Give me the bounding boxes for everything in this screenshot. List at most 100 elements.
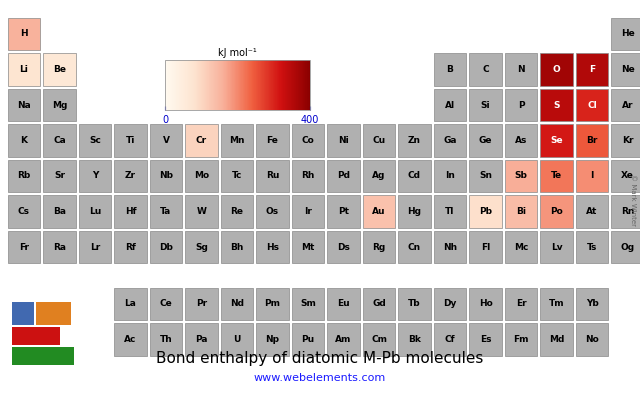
- Bar: [256, 195, 289, 228]
- Text: Xe: Xe: [621, 172, 634, 180]
- Text: Po: Po: [550, 207, 563, 216]
- Bar: [434, 288, 467, 320]
- Text: O: O: [552, 65, 561, 74]
- Text: Ru: Ru: [266, 172, 279, 180]
- Bar: [292, 195, 324, 228]
- Bar: [540, 160, 573, 192]
- Bar: [150, 195, 182, 228]
- Text: Ac: Ac: [124, 335, 137, 344]
- Bar: [469, 124, 502, 157]
- Text: Lv: Lv: [550, 242, 563, 252]
- Text: Ds: Ds: [337, 242, 350, 252]
- Bar: [44, 160, 76, 192]
- Bar: [469, 160, 502, 192]
- Text: Cd: Cd: [408, 172, 421, 180]
- Text: Pb: Pb: [479, 207, 492, 216]
- Bar: [540, 323, 573, 356]
- Bar: [363, 231, 396, 263]
- Bar: [540, 195, 573, 228]
- Text: Hf: Hf: [125, 207, 136, 216]
- Text: Cm: Cm: [371, 335, 387, 344]
- Text: Si: Si: [481, 100, 490, 110]
- Bar: [540, 124, 573, 157]
- Bar: [8, 195, 40, 228]
- Text: Ne: Ne: [621, 65, 634, 74]
- Bar: [115, 323, 147, 356]
- Bar: [221, 231, 253, 263]
- Text: Ra: Ra: [53, 242, 66, 252]
- Bar: [398, 195, 431, 228]
- Text: Cf: Cf: [445, 335, 455, 344]
- Text: Cu: Cu: [372, 136, 385, 145]
- Bar: [8, 53, 40, 86]
- Text: www.webelements.com: www.webelements.com: [254, 373, 386, 383]
- Text: Pa: Pa: [195, 335, 208, 344]
- Text: Cr: Cr: [196, 136, 207, 145]
- Text: © Mark Winter: © Mark Winter: [630, 174, 636, 226]
- Text: Ar: Ar: [621, 100, 633, 110]
- Bar: [327, 160, 360, 192]
- Text: Kr: Kr: [621, 136, 633, 145]
- Text: Cs: Cs: [18, 207, 30, 216]
- Text: N: N: [517, 65, 525, 74]
- Text: Rf: Rf: [125, 242, 136, 252]
- Bar: [434, 195, 467, 228]
- Text: Th: Th: [159, 335, 172, 344]
- Bar: [221, 124, 253, 157]
- Bar: [292, 124, 324, 157]
- Text: W: W: [196, 207, 207, 216]
- Text: Te: Te: [551, 172, 562, 180]
- Bar: [398, 288, 431, 320]
- Text: Ba: Ba: [53, 207, 66, 216]
- Text: Sm: Sm: [300, 299, 316, 308]
- Bar: [185, 160, 218, 192]
- Bar: [398, 323, 431, 356]
- Text: S: S: [553, 100, 560, 110]
- Bar: [150, 124, 182, 157]
- Bar: [434, 160, 467, 192]
- Bar: [398, 160, 431, 192]
- Bar: [363, 195, 396, 228]
- Bar: [576, 160, 608, 192]
- Text: Cn: Cn: [408, 242, 421, 252]
- Text: V: V: [163, 136, 170, 145]
- Text: Bk: Bk: [408, 335, 421, 344]
- Bar: [363, 288, 396, 320]
- Bar: [611, 53, 640, 86]
- Text: He: He: [621, 30, 634, 38]
- Text: Sr: Sr: [54, 172, 65, 180]
- Bar: [150, 288, 182, 320]
- Bar: [150, 160, 182, 192]
- Bar: [115, 160, 147, 192]
- Bar: [398, 231, 431, 263]
- Text: Tb: Tb: [408, 299, 421, 308]
- Bar: [505, 231, 537, 263]
- Bar: [44, 195, 76, 228]
- Bar: [611, 124, 640, 157]
- Bar: [256, 231, 289, 263]
- Bar: [611, 195, 640, 228]
- Text: Ho: Ho: [479, 299, 492, 308]
- Bar: [505, 288, 537, 320]
- Text: Re: Re: [230, 207, 243, 216]
- Bar: [540, 89, 573, 121]
- Bar: [221, 323, 253, 356]
- Text: Ir: Ir: [304, 207, 312, 216]
- Text: K: K: [20, 136, 28, 145]
- Bar: [79, 160, 111, 192]
- Bar: [115, 124, 147, 157]
- Bar: [611, 160, 640, 192]
- Text: Ga: Ga: [444, 136, 457, 145]
- Bar: [505, 323, 537, 356]
- Bar: [8, 18, 40, 50]
- Bar: [469, 89, 502, 121]
- Text: Am: Am: [335, 335, 352, 344]
- Text: Tm: Tm: [548, 299, 564, 308]
- Text: Es: Es: [480, 335, 492, 344]
- Text: Er: Er: [516, 299, 526, 308]
- Bar: [79, 195, 111, 228]
- Bar: [505, 53, 537, 86]
- Bar: [256, 160, 289, 192]
- Bar: [79, 231, 111, 263]
- Text: Sn: Sn: [479, 172, 492, 180]
